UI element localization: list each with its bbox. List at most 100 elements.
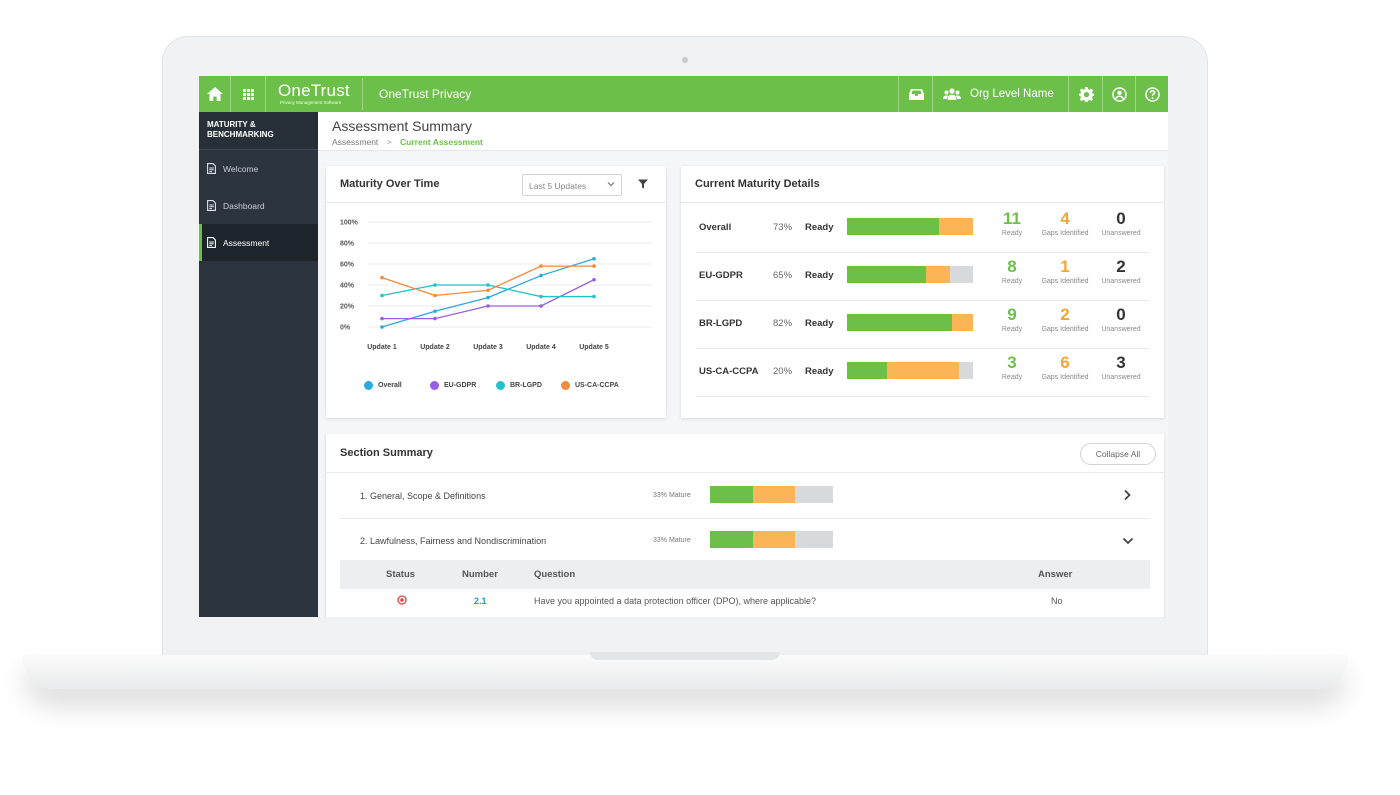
ready-count-label: Ready (1001, 278, 1023, 285)
data-point (592, 264, 596, 268)
gaps-count-value: 6 (1060, 353, 1070, 372)
maturity-line-chart: 100% 80% 60% 40% 20% 0% Update 1 Update 2 Update… (340, 220, 652, 351)
gaps-count: 2 Gaps Identified (1040, 304, 1090, 333)
sidebar-item-welcome[interactable]: Welcome (199, 150, 318, 187)
legend-swatch (496, 381, 505, 390)
y-tick-label: 60% (340, 262, 355, 269)
section-row-lawfulness[interactable]: 2. Lawfulness, Fairness and Nondiscrimin… (340, 518, 1150, 563)
legend-item-br-lgpd: BR-LGPD (496, 381, 542, 390)
card-title: Current Maturity Details (695, 178, 820, 190)
x-tick-label: Update 3 (473, 344, 503, 351)
inbox-button[interactable] (898, 76, 933, 112)
data-point (592, 277, 596, 282)
section-progress-bar (710, 486, 833, 503)
gaps-count-label: Gaps Identified (1041, 374, 1089, 381)
users-group-icon (943, 88, 961, 100)
maturity-percent: 65% (773, 270, 793, 281)
section-row-general-scope[interactable]: 1. General, Scope & Definitions 33% Matu… (340, 473, 1150, 519)
user-circle-icon (1112, 86, 1127, 102)
sidebar-item-assessment[interactable]: Assessment (199, 224, 318, 261)
help-button[interactable] (1135, 76, 1168, 112)
org-level-name: Org Level Name (970, 88, 1054, 100)
data-point (539, 294, 543, 299)
breadcrumb-root[interactable]: Assessment (332, 137, 379, 147)
data-point (539, 264, 543, 268)
help-icon (1145, 86, 1160, 102)
section-summary-card: Section Summary Collapse All 1. General,… (326, 434, 1164, 617)
gaps-count: 6 Gaps Identified (1040, 352, 1090, 381)
ready-segment (710, 486, 754, 503)
account-button[interactable] (1102, 76, 1136, 112)
filter-icon[interactable] (638, 179, 648, 189)
gaps-segment (753, 531, 795, 548)
data-point (433, 293, 437, 298)
ready-count-label: Ready (1001, 230, 1023, 237)
document-icon (207, 163, 216, 174)
framework-name: BR-LGPD (699, 318, 743, 329)
logo-name: OneTrust (278, 81, 350, 100)
ready-count-value: 11 (1003, 209, 1021, 228)
maturity-percent: 73% (773, 222, 793, 233)
column-header-question: Question (534, 569, 576, 580)
maturity-status: Ready (805, 318, 834, 329)
inbox-icon (908, 88, 924, 100)
maturity-row-us-ca-ccpa[interactable]: US-CA-CCPA 20% Ready 3 Ready 6 Gaps Identi… (697, 350, 1149, 397)
card-title: Section Summary (340, 447, 433, 459)
legend-label: BR-LGPD (510, 382, 542, 389)
ready-count: 8 Ready (987, 256, 1037, 285)
ready-count-value: 3 (1007, 353, 1017, 372)
legend-item-eu-gdpr: EU-GDPR (430, 381, 476, 390)
data-point (486, 304, 490, 308)
data-point (433, 283, 437, 287)
sidebar-heading-line1: MATURITY & (207, 120, 256, 129)
home-button[interactable] (199, 76, 231, 112)
sidebar-heading-line2: BENCHMARKING (207, 130, 274, 139)
section-label: 1. General, Scope & Definitions (360, 491, 486, 501)
logo-tagline: Privacy Management Software (280, 100, 342, 105)
legend-swatch (364, 381, 373, 390)
x-tick-label: Update 5 (579, 344, 609, 351)
onetrust-logo[interactable]: OneTrust Privacy Management Software (266, 78, 363, 110)
home-icon (206, 87, 223, 101)
sidebar-item-label: Assessment (223, 237, 270, 248)
data-point (433, 316, 437, 321)
y-tick-label: 40% (340, 283, 355, 290)
select-value: Last 5 Updates (529, 181, 587, 191)
settings-button[interactable] (1068, 76, 1103, 112)
org-switcher[interactable]: Org Level Name (932, 76, 1068, 112)
page-title: Assessment Summary (332, 118, 473, 134)
ready-segment (710, 531, 754, 548)
data-point (380, 293, 384, 298)
breadcrumb: Assessment > Current Assessment (332, 137, 483, 147)
maturity-progress-bar (847, 362, 973, 379)
card-divider (326, 472, 1164, 473)
series-line-overall (381, 258, 595, 328)
data-point (486, 288, 490, 293)
laptop-camera (682, 57, 688, 63)
unanswered-count-label: Unanswered (1101, 374, 1141, 381)
chevron-right-icon[interactable] (1122, 489, 1132, 501)
data-point (380, 316, 384, 321)
unanswered-count-label: Unanswered (1101, 278, 1141, 285)
unanswered-count: 2 Unanswered (1096, 256, 1146, 285)
legend-item-us-ca-ccpa: US-CA-CCPA (561, 381, 619, 390)
collapse-all-button[interactable]: Collapse All (1080, 443, 1156, 465)
data-point (539, 273, 543, 278)
breadcrumb-separator: > (386, 137, 392, 147)
data-point (539, 304, 543, 308)
chevron-down-icon[interactable] (1122, 536, 1134, 546)
table-row[interactable]: 2.1 Have you appointed a data protection… (340, 589, 1150, 613)
laptop-base (22, 655, 1348, 689)
update-range-select[interactable]: Last 5 Updates (522, 174, 622, 196)
maturity-row-overall[interactable]: Overall 73% Ready 11 Ready 4 Gaps Identifi… (697, 206, 1149, 253)
page-header: Assessment Summary Assessment > Current … (318, 112, 1168, 151)
maturity-row-eu-gdpr[interactable]: EU-GDPR 65% Ready 8 Ready 1 Gaps Identifie… (697, 254, 1149, 301)
question-number-link[interactable]: 2.1 (474, 596, 487, 606)
maturity-row-br-lgpd[interactable]: BR-LGPD 82% Ready 9 Ready 2 Gaps Identifie… (697, 302, 1149, 349)
sidebar-item-dashboard[interactable]: Dashboard (199, 187, 318, 224)
column-header-status: Status (386, 569, 416, 580)
gear-icon (1078, 86, 1094, 102)
x-tick-label: Update 2 (420, 344, 450, 351)
gaps-count-label: Gaps Identified (1041, 230, 1089, 237)
app-grid-button[interactable] (231, 76, 266, 112)
